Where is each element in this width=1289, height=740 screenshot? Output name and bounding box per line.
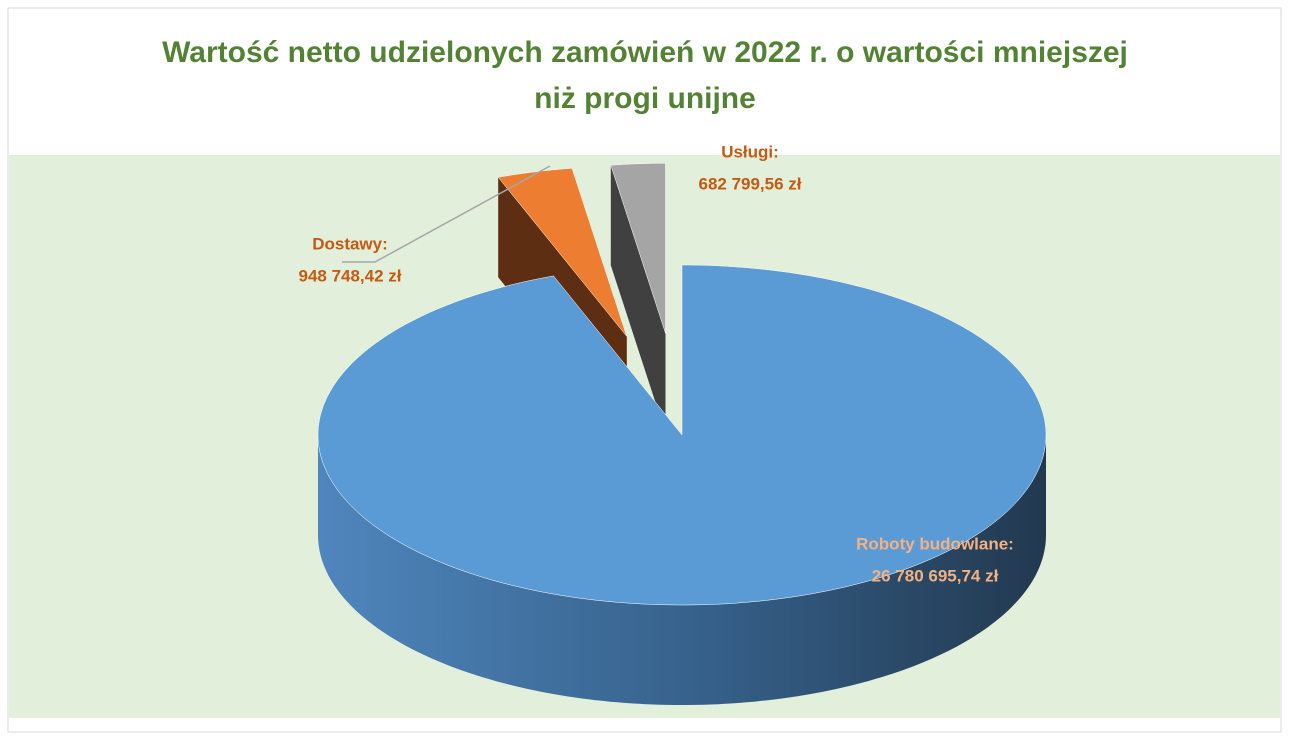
slice-label-name: Usługi:: [721, 142, 779, 161]
slice: [610, 163, 666, 334]
slice: [317, 264, 1047, 606]
slice-label-value: 26 780 695,74 zł: [872, 566, 999, 585]
leader-line: [342, 165, 551, 263]
slice-label-name: Dostawy:: [312, 234, 388, 253]
chart-title: Wartość netto udzielonych zamówień w 202…: [162, 36, 1128, 115]
slice: [497, 168, 627, 337]
slice-side: [318, 435, 1046, 705]
slice-label-value: 948 748,42 zł: [298, 266, 401, 285]
slice-label-value: 682 799,56 zł: [698, 174, 801, 193]
pie: [317, 163, 1047, 705]
slice-label-name: Roboty budowlane:: [856, 534, 1014, 553]
slice-wall: [610, 165, 666, 434]
